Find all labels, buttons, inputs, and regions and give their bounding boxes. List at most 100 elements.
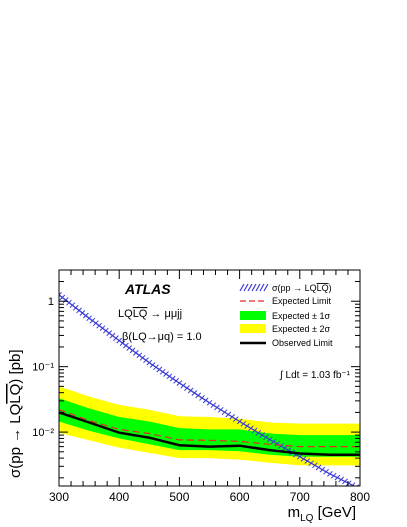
legend-swatch-theory-hatch <box>239 283 269 292</box>
hatch-mark <box>356 484 360 486</box>
legend-hatch-mark <box>247 283 253 292</box>
hatch-mark <box>278 443 284 449</box>
x-tick-label: 700 <box>290 490 310 504</box>
hatch-mark <box>99 325 106 332</box>
hatch-mark <box>281 445 288 451</box>
atlas-label: ATLAS <box>124 281 171 297</box>
hatch-mark <box>123 342 129 349</box>
x-tick-label: 800 <box>350 490 370 504</box>
legend-hatch-mark <box>243 283 249 292</box>
hatch-mark <box>166 373 173 380</box>
y-tick-label: 1 <box>48 296 54 308</box>
expected-bands <box>59 386 360 466</box>
hatch-mark <box>229 414 235 420</box>
hatch-mark <box>133 350 139 356</box>
x-tick-label: 300 <box>49 490 69 504</box>
hatch-mark <box>342 478 348 485</box>
hatch-mark <box>126 345 133 351</box>
y-tick-label: 10⁻² <box>32 427 54 439</box>
hatch-mark <box>62 297 69 303</box>
hatch-mark <box>327 471 333 477</box>
hatch-mark <box>176 380 183 386</box>
hatch-mark <box>195 392 202 399</box>
hatch-mark <box>345 480 352 486</box>
legend-entry-theory: σ(pp → LQLQ) <box>272 283 332 293</box>
process-label: LQLQ → μμjj <box>118 308 182 320</box>
hatch-mark <box>225 411 232 418</box>
hatch-mark <box>308 460 314 467</box>
hatch-mark <box>79 310 86 316</box>
legend-hatch-mark <box>239 283 245 292</box>
legend-hatch-mark <box>259 283 265 292</box>
branching-ratio-label: β(LQ→μq) = 1.0 <box>122 331 202 343</box>
hatch-mark <box>169 375 176 382</box>
hatch-mark <box>266 436 273 443</box>
hatch-mark <box>214 404 220 411</box>
hatch-mark <box>69 302 76 309</box>
hatch-mark <box>221 409 228 416</box>
hatch-mark <box>76 307 82 314</box>
svg-text:σ(pp → LQLQ) [pb]: σ(pp → LQLQ) [pb] <box>7 350 24 479</box>
hatch-mark <box>315 464 322 471</box>
x-tick-label: 500 <box>169 490 189 504</box>
legend-swatch-2sigma <box>240 324 266 333</box>
y-tick-label: 10⁻¹ <box>32 362 54 374</box>
hatch-mark <box>251 427 258 434</box>
hatch-mark <box>149 362 156 368</box>
hatch-mark <box>206 399 213 406</box>
hatch-mark <box>255 429 262 436</box>
hatch-mark <box>232 416 239 423</box>
legend-entry-1sigma: Expected ± 1σ <box>272 311 330 321</box>
hatch-mark <box>191 390 198 396</box>
hatch-mark <box>236 418 243 425</box>
legend-swatch-1sigma <box>240 311 266 320</box>
hatch-mark <box>240 420 247 427</box>
hatch-mark <box>274 440 281 447</box>
legend-entry-2sigma: Expected ± 2σ <box>272 324 330 334</box>
y-axis-label: σ(pp → LQLQ) [pb] <box>7 350 24 479</box>
hatch-mark <box>270 438 277 445</box>
hatch-mark <box>296 453 303 460</box>
hatch-mark <box>319 466 326 473</box>
legend: σ(pp → LQLQ) Expected Limit Expected ± 1… <box>239 283 333 348</box>
hatch-mark <box>102 327 109 334</box>
luminosity-label: ∫ Ldt = 1.03 fb⁻¹ <box>279 370 351 381</box>
hatch-mark <box>106 330 113 336</box>
hatch-mark <box>173 378 179 384</box>
hatch-mark <box>59 294 66 301</box>
hatch-mark <box>139 354 146 361</box>
x-axis-label: mLQ [GeV] <box>288 504 356 524</box>
hatch-mark <box>72 304 79 311</box>
observed-limit-line <box>59 411 360 457</box>
legend-hatch-mark <box>255 283 261 292</box>
hatch-mark <box>217 406 224 413</box>
axes: 300 400 500 600 700 800 1 10⁻¹ 10⁻² <box>32 269 370 504</box>
hatch-mark <box>199 395 205 401</box>
hatch-mark <box>116 337 123 344</box>
legend-entry-expected: Expected Limit <box>272 296 332 306</box>
hatch-mark <box>156 366 163 373</box>
hatch-mark <box>159 368 166 375</box>
hatch-mark <box>312 462 318 469</box>
hatch-mark <box>109 332 116 339</box>
hatch-mark <box>184 385 190 391</box>
hatch-mark <box>330 472 337 479</box>
hatch-mark <box>113 335 119 341</box>
hatch-mark <box>180 382 187 389</box>
band-1sigma <box>59 398 360 457</box>
hatch-mark <box>143 357 149 364</box>
legend-hatch-mark <box>263 283 269 292</box>
plot-frame <box>58 269 361 487</box>
hatch-mark <box>244 423 250 429</box>
hatch-mark <box>210 402 217 409</box>
hatch-mark <box>202 397 209 404</box>
hatch-mark <box>163 371 169 377</box>
hatch-mark <box>153 364 159 371</box>
hatch-mark <box>248 425 254 432</box>
hatch-mark <box>300 456 307 462</box>
hatch-mark <box>66 299 72 306</box>
limit-lines <box>59 292 360 486</box>
hatch-mark <box>136 352 143 359</box>
hatch-mark <box>129 347 136 354</box>
